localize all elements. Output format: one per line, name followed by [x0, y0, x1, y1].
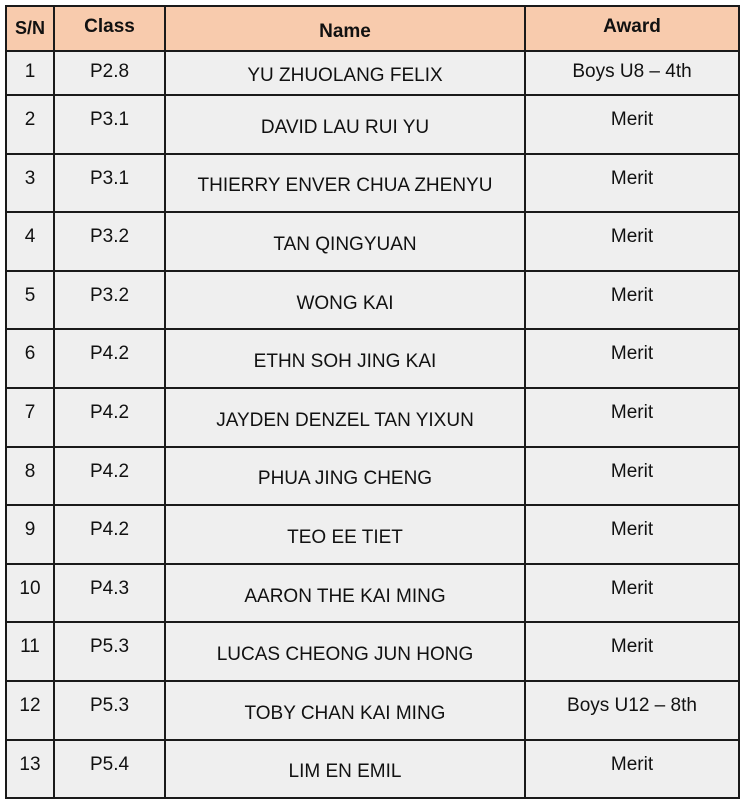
cell-name: PHUA JING CHENG — [164, 445, 526, 507]
cell-class: P5.3 — [53, 679, 166, 741]
table-row: 9 P4.2 TEO EE TIET Merit — [5, 504, 740, 565]
cell-sn: 8 — [5, 445, 55, 507]
cell-award: Merit — [524, 445, 740, 507]
cell-class: P3.2 — [53, 269, 166, 331]
cell-name: ETHN SOH JING KAI — [164, 328, 526, 389]
cell-award: Merit — [524, 152, 740, 214]
table-row: 6 P4.2 ETHN SOH JING KAI Merit — [5, 328, 740, 389]
table-row: 8 P4.2 PHUA JING CHENG Merit — [5, 445, 740, 507]
cell-award: Boys U12 – 8th — [524, 679, 740, 741]
cell-class: P3.1 — [53, 94, 166, 155]
cell-award: Boys U8 – 4th — [524, 50, 740, 96]
cell-award: Merit — [524, 386, 740, 448]
cell-name: YU ZHUOLANG FELIX — [164, 50, 526, 96]
table-row: 10 P4.3 AARON THE KAI MING Merit — [5, 562, 740, 624]
table-row: 2 P3.1 DAVID LAU RUI YU Merit — [5, 94, 740, 155]
cell-sn: 10 — [5, 562, 55, 624]
header-award: Award — [524, 5, 740, 52]
table-row: 4 P3.2 TAN QINGYUAN Merit — [5, 211, 740, 272]
header-name: Name — [164, 5, 526, 52]
cell-sn: 6 — [5, 328, 55, 389]
cell-sn: 7 — [5, 386, 55, 448]
cell-class: P5.3 — [53, 621, 166, 682]
cell-class: P4.3 — [53, 562, 166, 624]
cell-award: Merit — [524, 269, 740, 331]
table-row: 7 P4.2 JAYDEN DENZEL TAN YIXUN Merit — [5, 386, 740, 448]
cell-sn: 12 — [5, 679, 55, 741]
cell-name: JAYDEN DENZEL TAN YIXUN — [164, 386, 526, 448]
header-class: Class — [53, 5, 166, 52]
cell-sn: 9 — [5, 504, 55, 565]
table-row: 1 P2.8 YU ZHUOLANG FELIX Boys U8 – 4th — [5, 50, 740, 96]
table-row: 11 P5.3 LUCAS CHEONG JUN HONG Merit — [5, 621, 740, 682]
cell-award: Merit — [524, 328, 740, 389]
table-row: 5 P3.2 WONG KAI Merit — [5, 269, 740, 331]
awards-table: S/N Class Name Award 1 P2.8 YU ZHUOLANG … — [5, 5, 740, 800]
cell-sn: 3 — [5, 152, 55, 214]
cell-class: P5.4 — [53, 738, 166, 800]
cell-award: Merit — [524, 94, 740, 155]
table-row: 3 P3.1 THIERRY ENVER CHUA ZHENYU Merit — [5, 152, 740, 214]
cell-name: TEO EE TIET — [164, 504, 526, 565]
table-row: 13 P5.4 LIM EN EMIL Merit — [5, 738, 740, 800]
cell-name: LIM EN EMIL — [164, 738, 526, 800]
cell-name: DAVID LAU RUI YU — [164, 94, 526, 155]
cell-award: Merit — [524, 562, 740, 624]
cell-class: P4.2 — [53, 445, 166, 507]
cell-sn: 11 — [5, 621, 55, 682]
cell-class: P2.8 — [53, 50, 166, 96]
header-sn: S/N — [5, 5, 55, 52]
cell-class: P3.2 — [53, 211, 166, 272]
cell-class: P4.2 — [53, 328, 166, 389]
cell-name: THIERRY ENVER CHUA ZHENYU — [164, 152, 526, 214]
cell-class: P3.1 — [53, 152, 166, 214]
cell-name: AARON THE KAI MING — [164, 562, 526, 624]
cell-class: P4.2 — [53, 504, 166, 565]
table-row: 12 P5.3 TOBY CHAN KAI MING Boys U12 – 8t… — [5, 679, 740, 741]
cell-award: Merit — [524, 621, 740, 682]
cell-sn: 2 — [5, 94, 55, 155]
cell-award: Merit — [524, 738, 740, 800]
cell-name: TOBY CHAN KAI MING — [164, 679, 526, 741]
cell-sn: 5 — [5, 269, 55, 331]
cell-sn: 1 — [5, 50, 55, 96]
cell-name: LUCAS CHEONG JUN HONG — [164, 621, 526, 682]
cell-award: Merit — [524, 504, 740, 565]
header-row: S/N Class Name Award — [5, 5, 740, 52]
cell-name: TAN QINGYUAN — [164, 211, 526, 272]
cell-sn: 4 — [5, 211, 55, 272]
cell-class: P4.2 — [53, 386, 166, 448]
cell-sn: 13 — [5, 738, 55, 800]
cell-award: Merit — [524, 211, 740, 272]
cell-name: WONG KAI — [164, 269, 526, 331]
